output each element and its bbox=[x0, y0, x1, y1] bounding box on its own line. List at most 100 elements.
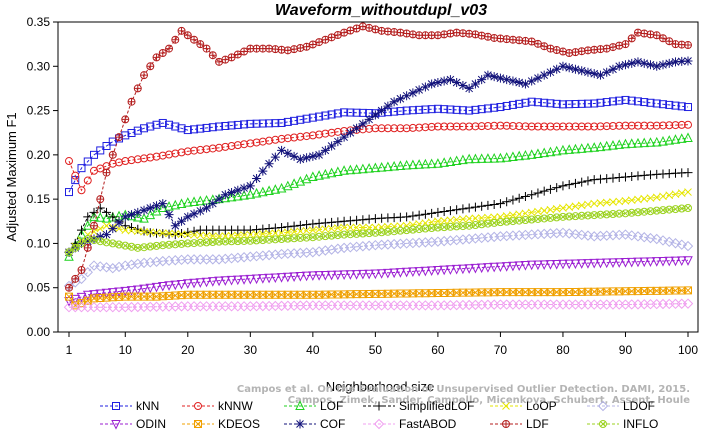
data-point bbox=[452, 222, 461, 231]
data-point bbox=[490, 218, 499, 227]
legend-label: kNNW bbox=[218, 399, 253, 413]
data-point bbox=[677, 204, 686, 213]
data-point bbox=[640, 207, 649, 216]
data-point bbox=[633, 137, 643, 148]
data-point bbox=[132, 211, 143, 222]
data-point bbox=[115, 240, 124, 249]
data-point bbox=[145, 283, 156, 294]
legend-label: LoOP bbox=[526, 399, 557, 413]
data-point bbox=[158, 151, 167, 160]
data-point bbox=[540, 98, 549, 107]
data-point bbox=[308, 171, 318, 181]
data-point bbox=[240, 140, 249, 149]
data-point bbox=[546, 122, 555, 131]
data-point bbox=[533, 148, 543, 158]
x-tick-label: 80 bbox=[556, 343, 570, 357]
data-point bbox=[158, 229, 167, 238]
data-point bbox=[301, 271, 312, 282]
data-point bbox=[95, 289, 106, 300]
data-point bbox=[233, 275, 243, 286]
data-point bbox=[445, 75, 455, 85]
data-point bbox=[608, 140, 618, 150]
data-point bbox=[646, 98, 655, 107]
data-point bbox=[390, 227, 399, 236]
data-point bbox=[452, 78, 462, 88]
data-point bbox=[96, 237, 105, 246]
data-point bbox=[683, 56, 693, 66]
data-point bbox=[227, 237, 236, 246]
data-point bbox=[502, 217, 511, 226]
data-point bbox=[352, 215, 362, 225]
data-point bbox=[402, 212, 412, 222]
data-point bbox=[502, 75, 512, 85]
data-point bbox=[620, 258, 631, 268]
data-point bbox=[270, 152, 280, 162]
data-point bbox=[645, 257, 656, 267]
data-point bbox=[577, 66, 587, 76]
data-point bbox=[664, 58, 674, 68]
data-point bbox=[245, 189, 256, 199]
data-point bbox=[602, 198, 611, 207]
data-point bbox=[683, 132, 693, 143]
data-point bbox=[564, 259, 575, 270]
data-point bbox=[583, 67, 593, 77]
data-point bbox=[640, 194, 649, 203]
data-point bbox=[676, 133, 687, 143]
data-point bbox=[70, 294, 81, 305]
data-point bbox=[270, 184, 281, 194]
data-point bbox=[71, 171, 80, 180]
data-point bbox=[152, 152, 161, 161]
data-point bbox=[158, 199, 168, 209]
series-line bbox=[68, 137, 689, 257]
data-point bbox=[208, 238, 217, 247]
data-point bbox=[639, 257, 650, 268]
data-point bbox=[321, 111, 330, 120]
data-point bbox=[483, 263, 493, 273]
y-tick-label: 0.10 bbox=[27, 236, 51, 250]
data-point bbox=[83, 157, 92, 166]
data-point bbox=[308, 131, 317, 140]
data-point bbox=[476, 263, 487, 274]
data-point bbox=[527, 208, 536, 217]
data-point bbox=[183, 147, 192, 156]
data-point bbox=[71, 243, 80, 252]
data-point bbox=[408, 159, 418, 170]
data-point bbox=[446, 105, 455, 114]
legend-marker bbox=[374, 401, 384, 411]
data-point bbox=[214, 194, 224, 204]
data-point bbox=[583, 99, 592, 108]
data-point bbox=[515, 210, 524, 219]
data-point bbox=[271, 119, 280, 128]
x-axis-label: Neighborhood size bbox=[326, 379, 434, 394]
data-point bbox=[108, 212, 118, 222]
data-point bbox=[402, 124, 411, 133]
data-point bbox=[139, 205, 149, 215]
data-point bbox=[383, 161, 393, 172]
data-point bbox=[420, 209, 430, 219]
data-point bbox=[290, 45, 299, 54]
data-point bbox=[321, 225, 330, 233]
data-point bbox=[258, 224, 268, 234]
data-point bbox=[339, 270, 349, 281]
data-point bbox=[658, 206, 667, 215]
data-point bbox=[427, 79, 437, 89]
data-point bbox=[302, 153, 312, 163]
data-point bbox=[565, 122, 574, 131]
data-point bbox=[458, 80, 468, 90]
data-point bbox=[596, 210, 605, 219]
data-point bbox=[352, 108, 361, 117]
data-point bbox=[140, 227, 148, 236]
data-point bbox=[602, 98, 611, 107]
data-point bbox=[477, 122, 486, 131]
data-point bbox=[358, 108, 367, 117]
data-point bbox=[526, 149, 537, 159]
data-point bbox=[620, 229, 631, 240]
data-point bbox=[420, 82, 430, 92]
data-point bbox=[308, 219, 318, 229]
data-point bbox=[271, 235, 280, 244]
y-tick-label: 0.30 bbox=[27, 59, 51, 73]
legend-marker bbox=[194, 420, 202, 428]
data-point bbox=[415, 31, 424, 40]
data-point bbox=[308, 226, 317, 234]
data-point bbox=[308, 233, 317, 242]
